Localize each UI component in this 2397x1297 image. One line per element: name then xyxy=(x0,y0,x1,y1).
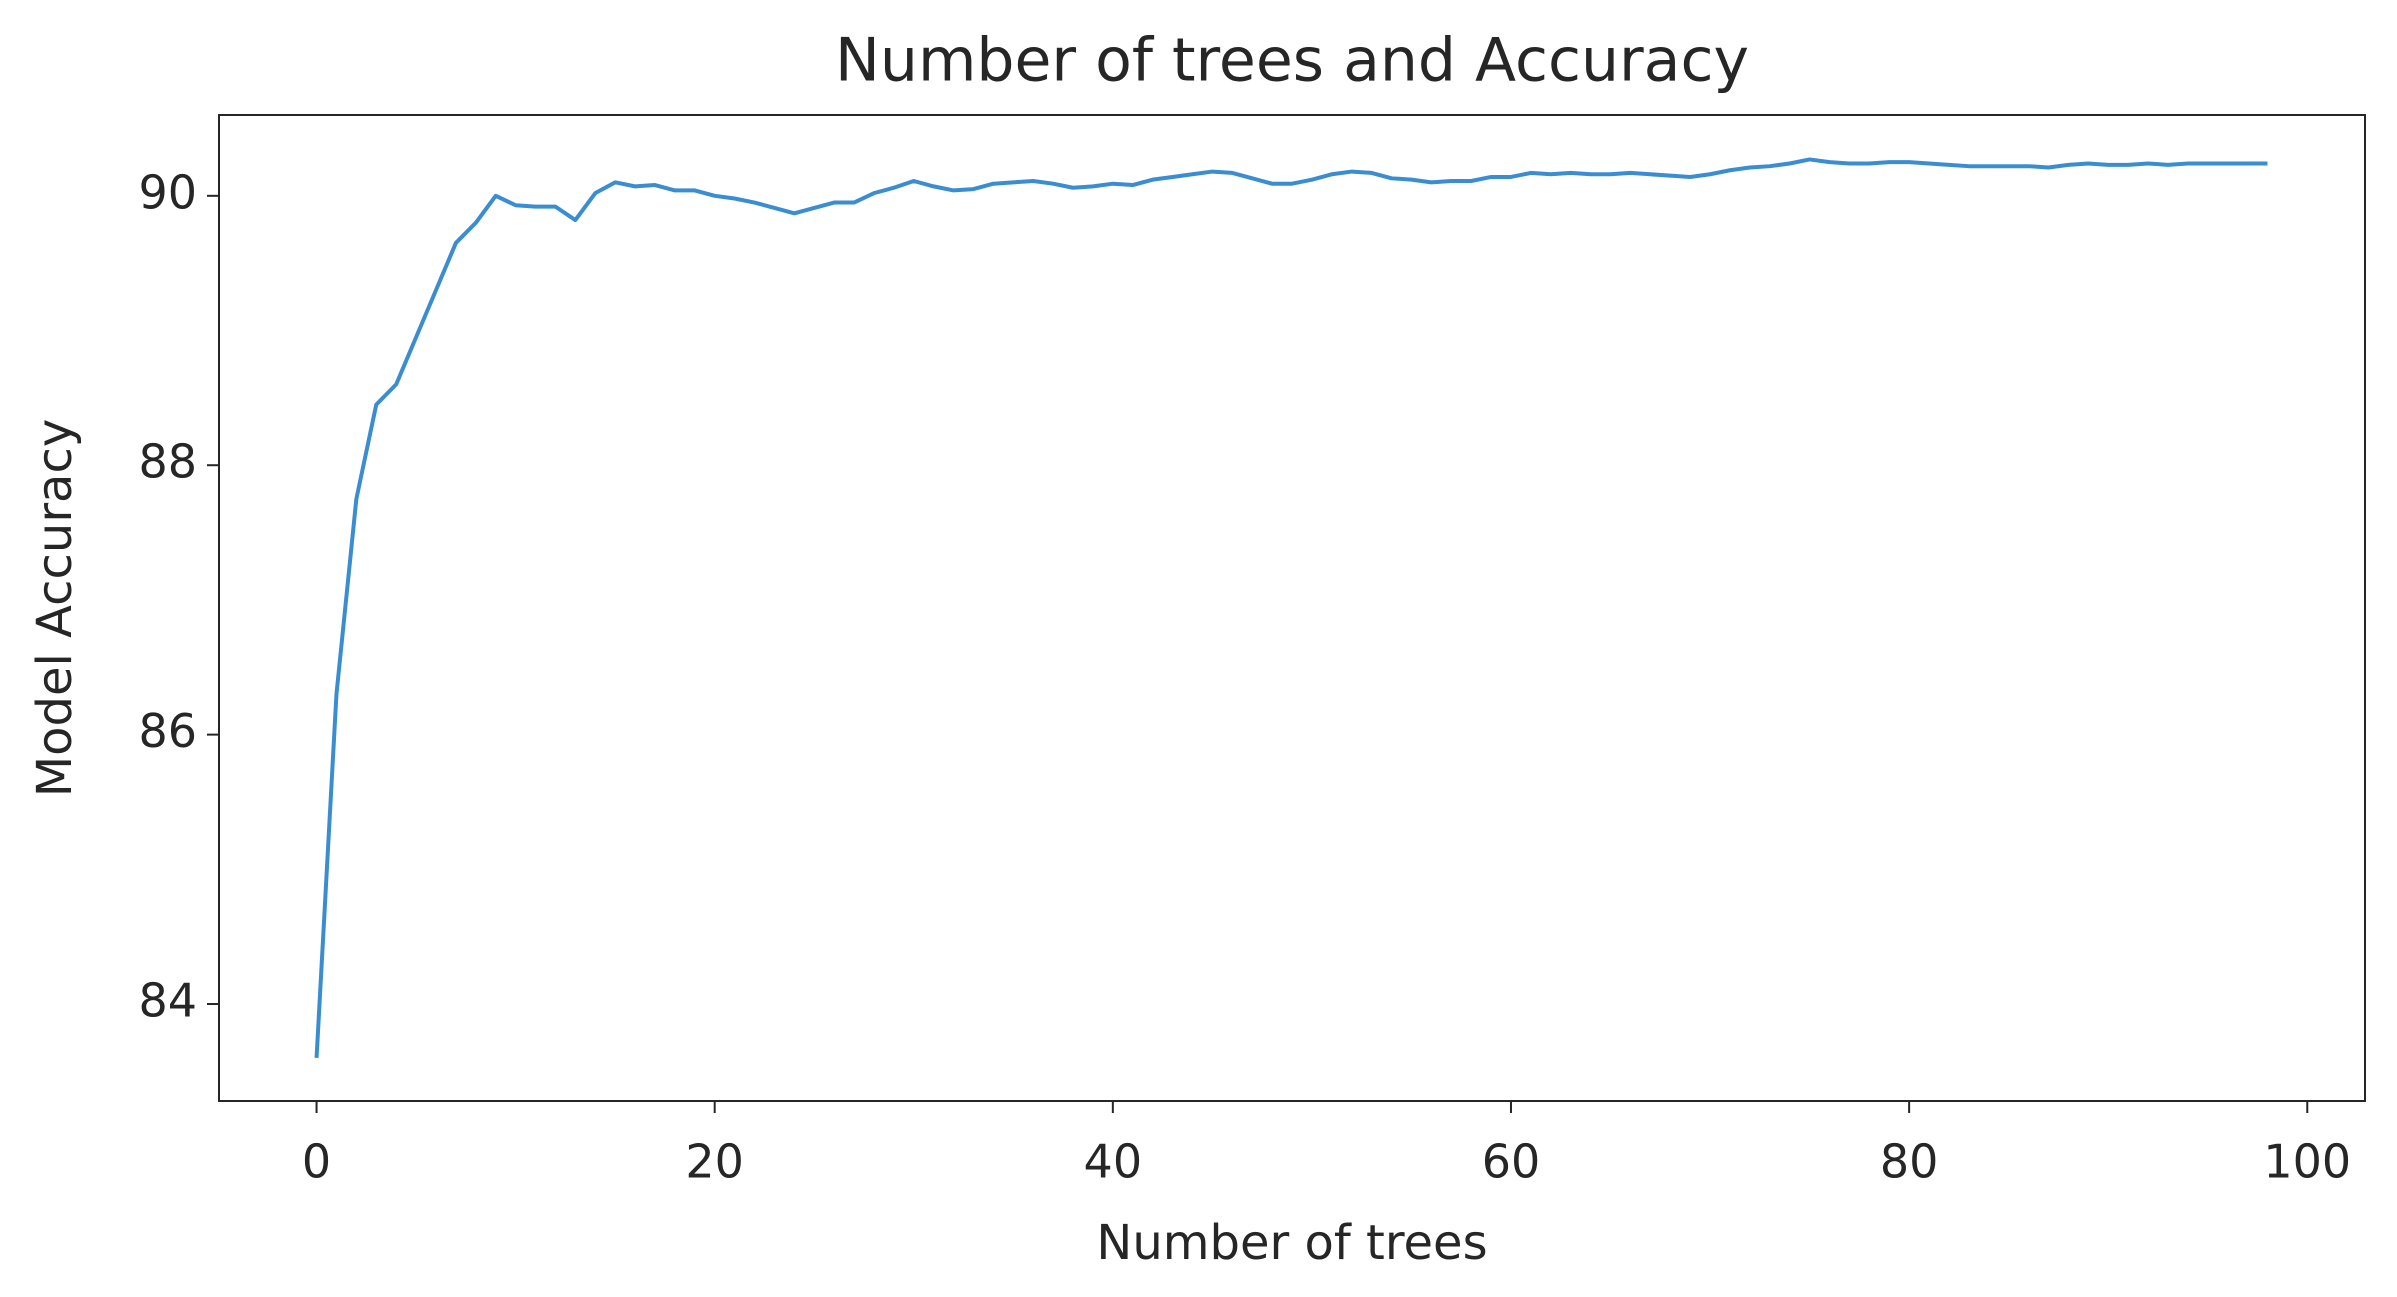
x-tick-label: 100 xyxy=(2263,1135,2351,1189)
chart-title: Number of trees and Accuracy xyxy=(835,26,1749,96)
y-tick-label: 90 xyxy=(138,165,197,219)
x-tick-label: 60 xyxy=(1482,1135,1541,1189)
y-tick-label: 88 xyxy=(138,435,197,489)
y-tick-label: 84 xyxy=(138,974,197,1028)
x-tick-label: 20 xyxy=(685,1135,744,1189)
x-tick-label: 0 xyxy=(302,1135,331,1189)
data-line xyxy=(314,157,2268,1059)
y-axis-label: Model Accuracy xyxy=(27,419,83,798)
x-tick-label: 40 xyxy=(1084,1135,1143,1189)
x-tick-label: 80 xyxy=(1880,1135,1939,1189)
y-tick-label: 86 xyxy=(138,704,197,758)
plot-frame xyxy=(218,114,2366,1102)
x-axis-label: Number of trees xyxy=(1096,1215,1487,1271)
